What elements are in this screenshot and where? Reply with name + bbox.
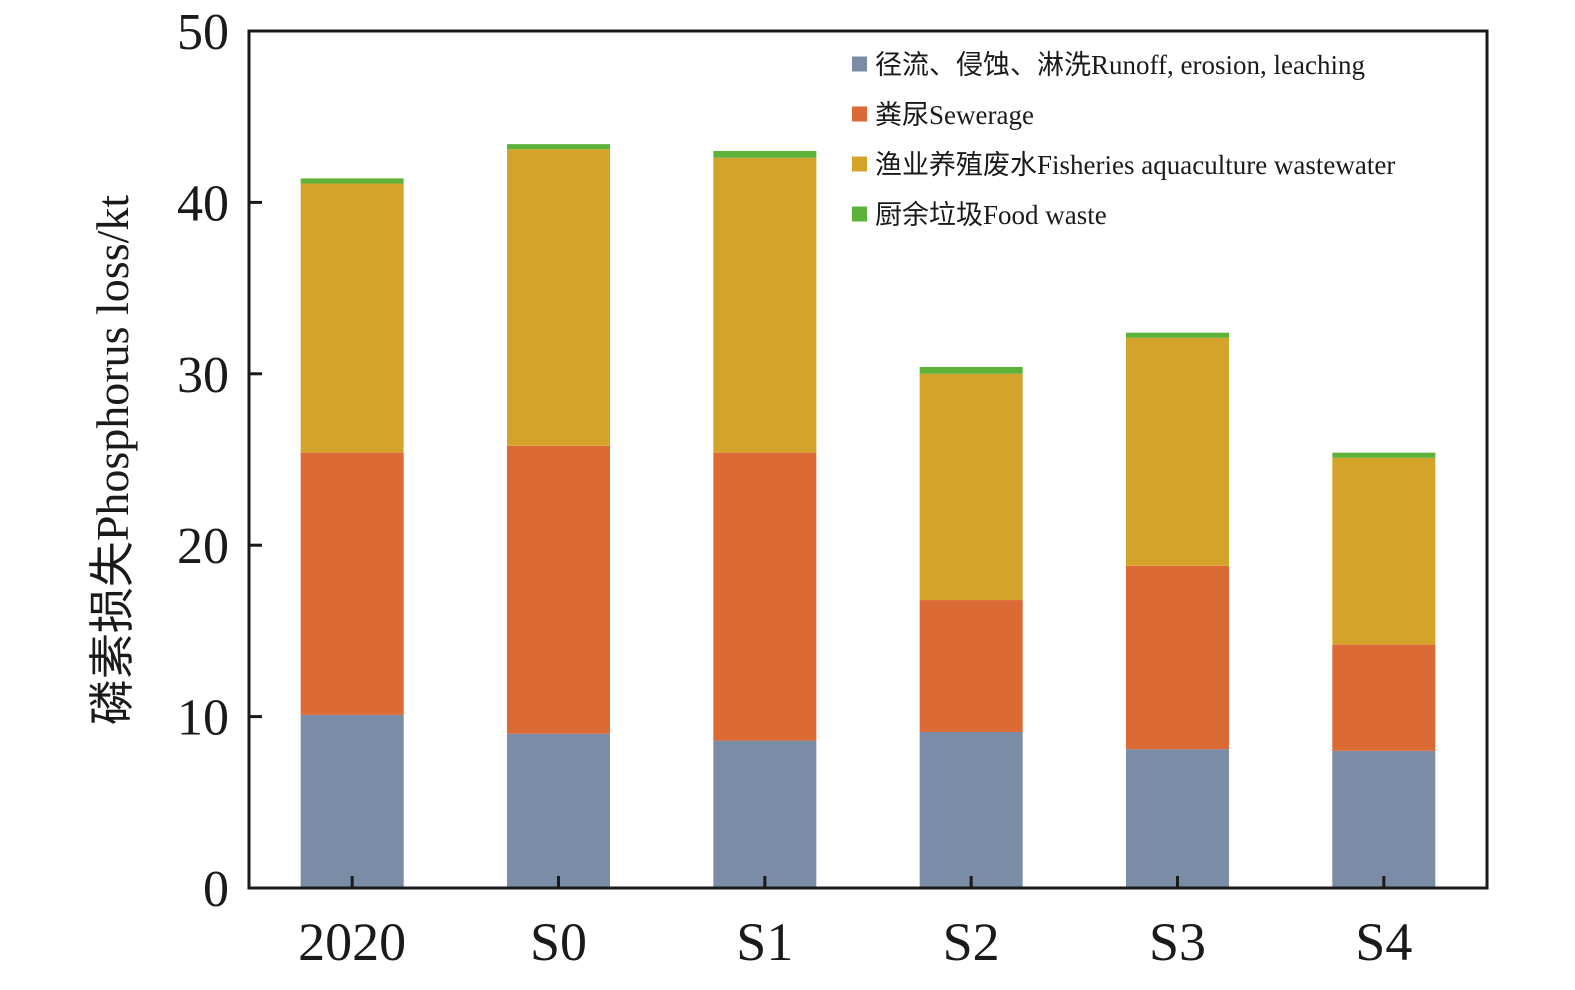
x-tick-label: S4 xyxy=(1355,912,1412,972)
bar-segment-S4-series-1 xyxy=(1332,750,1436,888)
bar-segment-S0-series-1 xyxy=(507,733,610,888)
bar-segment-2020-series-1 xyxy=(300,714,404,888)
legend-label: 厨余垃圾Food waste xyxy=(875,200,1107,230)
y-tick-label: 10 xyxy=(177,690,229,747)
bar-segment-S3-series-1 xyxy=(1126,749,1229,888)
bar-segment-S1-series-1 xyxy=(713,740,817,888)
bar-segment-S2-series-4 xyxy=(919,366,1023,374)
y-tick-label: 30 xyxy=(177,347,229,404)
x-tick-label: 2020 xyxy=(298,912,406,972)
bar-segment-S2-series-1 xyxy=(919,732,1023,888)
bar-segment-S3-series-4 xyxy=(1126,332,1229,338)
legend-swatch xyxy=(852,56,867,72)
x-tick-label: S1 xyxy=(736,912,793,972)
bar-segment-2020-series-2 xyxy=(300,452,404,715)
y-tick-label: 20 xyxy=(177,518,229,575)
legend-swatch xyxy=(852,156,867,172)
y-tick-label: 40 xyxy=(177,175,229,232)
legend-label: 渔业养殖废水Fisheries aquaculture wastewater xyxy=(875,150,1395,180)
x-tick-label: S3 xyxy=(1149,912,1206,972)
bar-segment-S1-series-4 xyxy=(713,150,817,158)
x-tick-label: S0 xyxy=(530,912,587,972)
bar-segment-S0-series-2 xyxy=(507,445,610,734)
bar-segment-S4-series-2 xyxy=(1332,644,1436,751)
x-tick-label: S2 xyxy=(943,912,1000,972)
bar-segment-2020-series-4 xyxy=(300,178,404,184)
legend-label: 径流、侵蚀、淋洗Runoff, erosion, leaching xyxy=(875,50,1365,80)
bar-segment-S0-series-4 xyxy=(507,144,610,150)
bar-segment-S1-series-3 xyxy=(713,157,817,453)
x-axis-ticks: 2020 S0 S1 S2 S3 S4 xyxy=(298,876,1412,972)
y-axis-label: 磷素损失Phosphorus loss/kt xyxy=(87,195,138,726)
legend-swatch xyxy=(852,106,867,122)
y-tick-label: 50 xyxy=(177,4,229,61)
bar-segment-S4-series-3 xyxy=(1332,457,1436,645)
bar-segment-S3-series-3 xyxy=(1126,337,1229,566)
bar-segment-S4-series-4 xyxy=(1332,452,1436,458)
y-axis-ticks: 0 10 20 30 40 50 xyxy=(177,4,262,918)
bars-layer xyxy=(300,144,1436,888)
plot-frame xyxy=(247,29,1489,890)
legend-label: 粪尿Sewerage xyxy=(875,100,1034,130)
bar-segment-S2-series-3 xyxy=(919,373,1023,601)
legend: 径流、侵蚀、淋洗Runoff, erosion, leaching 粪尿Sewer… xyxy=(852,50,1395,230)
y-tick-label: 0 xyxy=(203,861,229,918)
bar-segment-S3-series-2 xyxy=(1126,565,1229,750)
legend-swatch xyxy=(852,206,867,222)
bar-segment-S0-series-3 xyxy=(507,149,610,446)
bar-segment-S1-series-2 xyxy=(713,452,817,741)
bar-segment-2020-series-3 xyxy=(300,183,404,453)
bar-segment-S2-series-2 xyxy=(919,600,1023,733)
